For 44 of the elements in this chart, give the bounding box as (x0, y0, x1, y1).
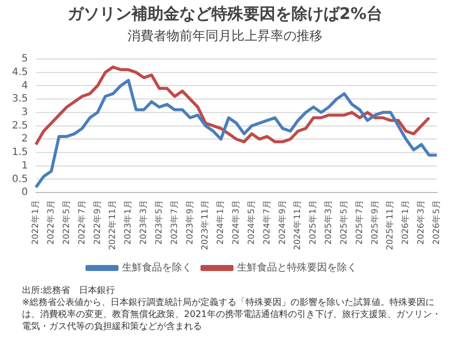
y-tick-label: 5 (22, 54, 28, 65)
x-tick-label: 2024年11月 (292, 200, 304, 250)
y-tick-label: 4 (22, 80, 28, 92)
y-tick-label: 4.5 (12, 66, 28, 78)
x-tick-label: 2025年11月 (384, 200, 396, 250)
x-tick-label: 2022年7月 (76, 200, 88, 245)
x-tick-label: 2023年3月 (138, 200, 150, 245)
x-tick-label: 2023年9月 (184, 200, 196, 245)
x-tick-label: 2023年1月 (122, 200, 134, 245)
x-tick-label: 2025年1月 (308, 200, 319, 245)
x-tick-label: 2022年11月 (107, 200, 118, 250)
x-tick-label: 2023年7月 (168, 200, 180, 245)
y-tick-label: 2 (22, 134, 28, 145)
y-tick-label: 0.5 (12, 174, 28, 185)
chart-title: ガソリン補助金など特殊要因を除けば2%台 (66, 3, 384, 25)
x-tick-label: 2025年3月 (323, 200, 334, 245)
x-tick-label: 2024年9月 (276, 200, 288, 245)
x-tick-label: 2025年9月 (369, 200, 380, 245)
x-tick-label: 2022年1月 (30, 200, 42, 245)
x-tick-label: 2024年7月 (261, 200, 272, 245)
x-tick-label: 2022年9月 (92, 200, 103, 245)
x-tick-label: 2024年1月 (215, 200, 226, 245)
y-tick-label: 3.5 (12, 94, 28, 105)
x-tick-label: 2022年5月 (60, 200, 72, 245)
y-tick-label: 1 (22, 160, 28, 172)
x-tick-label: 2025年7月 (354, 200, 365, 245)
x-tick-label: 2024年3月 (230, 200, 242, 245)
x-tick-label: 2024年5月 (246, 200, 257, 245)
y-tick-label: 3 (22, 107, 28, 118)
text: 出所:総務省 日本銀行 (22, 285, 116, 297)
x-tick-label: 2022年3月 (46, 200, 57, 245)
legend-label: 生鮮食品を除く (122, 262, 192, 274)
text: ※総務省公表値から、日本銀行調査統計局が定義する「特殊要因」の影響を除いた試算値。特殊要因には、消費税率の変更、教育無償化政策、2021年の携帯電話通信料の引き下げ、旅行支援策、ガソリン・電気・ガス代等の負担緩和策などが含まれる (22, 297, 442, 333)
x-tick-label: 2025年5月 (338, 200, 350, 245)
y-tick-label: 1.5 (12, 147, 28, 158)
x-tick-label: 2026年1月 (400, 200, 412, 245)
x-tick-label: 2023年11月 (200, 200, 211, 250)
chart-subtitle: 消費者物前年同月比上昇率の推移 (126, 28, 324, 45)
y-tick-label: 2.5 (12, 120, 28, 132)
x-tick-label: 2026年3月 (416, 200, 427, 245)
legend-label: 生鮮食品と特殊要因を除く (237, 262, 357, 274)
x-tick-label: 2026年5月 (431, 200, 442, 245)
y-tick-label: 0 (22, 187, 28, 198)
x-tick-label: 2023年5月 (153, 200, 164, 245)
